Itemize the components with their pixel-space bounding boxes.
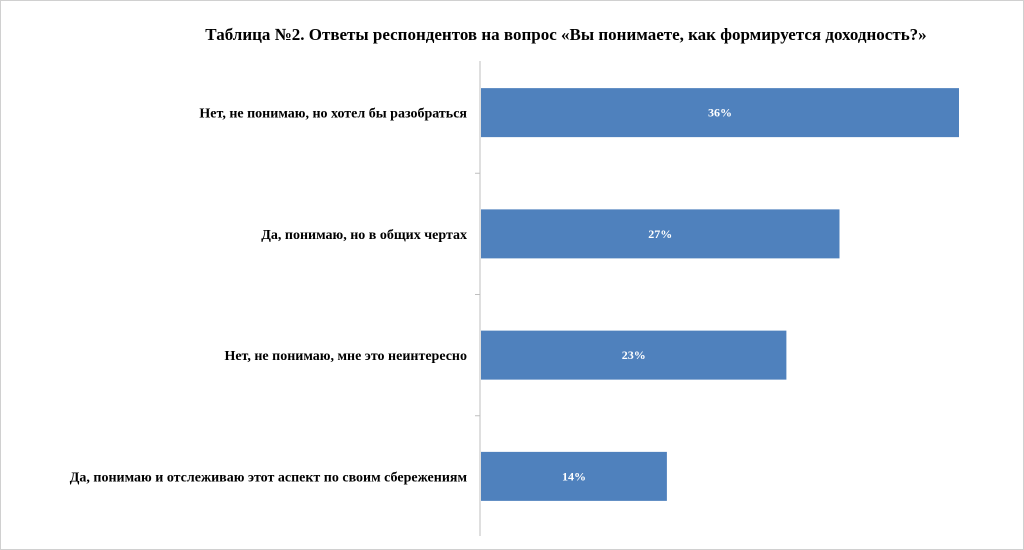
data-label-2: 27% <box>648 227 672 241</box>
bar-2 <box>481 209 840 259</box>
bar-3 <box>481 330 787 380</box>
category-label-1: Нет, не понимаю, но хотел бы разобраться <box>199 107 467 122</box>
category-label-3: Нет, не понимаю, мне это неинтересно <box>224 349 467 364</box>
bar-1 <box>481 88 959 138</box>
data-label-1: 36% <box>708 106 732 120</box>
category-label-4: Да, понимаю и отслеживаю этот аспект по … <box>70 470 468 485</box>
bar-4 <box>481 451 667 501</box>
data-label-3: 23% <box>622 348 646 362</box>
chart-title: Таблица №2. Ответы респондентов на вопро… <box>205 25 927 44</box>
data-label-4: 14% <box>562 469 586 483</box>
category-label-2: Да, понимаю, но в общих чертах <box>261 228 467 243</box>
